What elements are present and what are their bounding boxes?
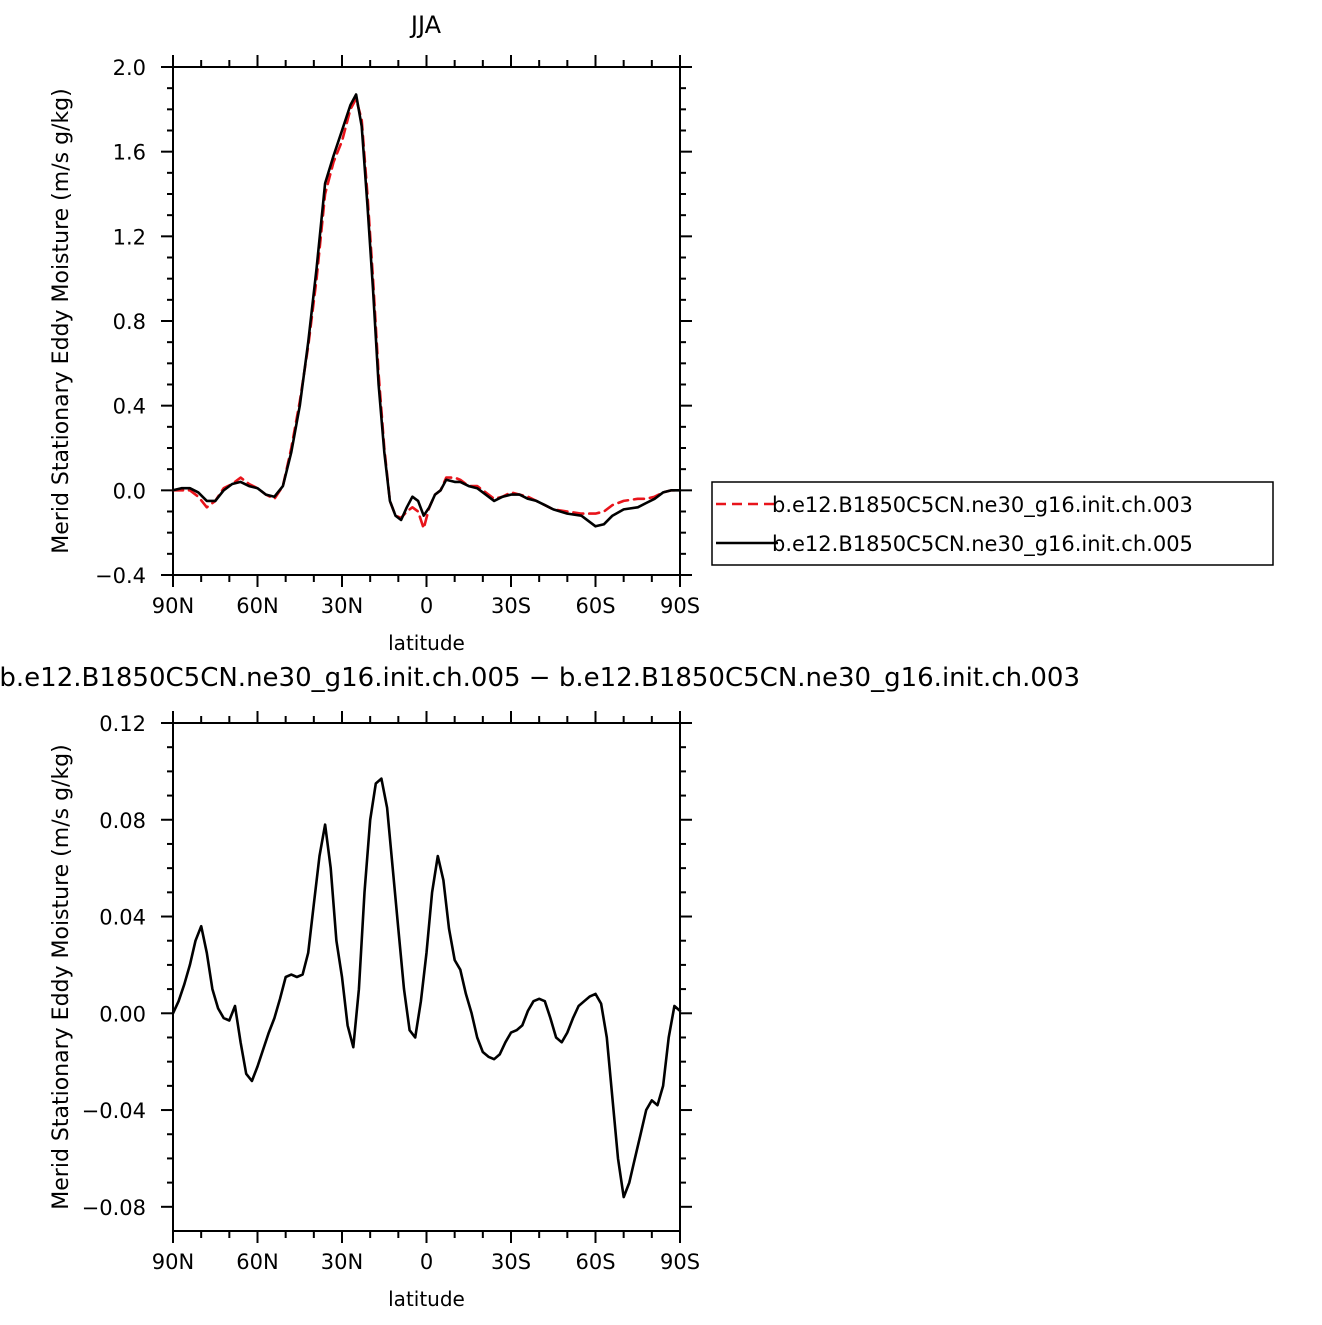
x-tick-label: 30N bbox=[321, 1250, 363, 1274]
y-tick-label: −0.08 bbox=[82, 1196, 146, 1220]
y-tick-label: 0.4 bbox=[113, 395, 146, 419]
chart-top: JJA Merid Stationary Eddy Moisture (m/s … bbox=[49, 11, 1274, 655]
chart-title: b.e12.B1850C5CN.ne30_g16.init.ch.005 − b… bbox=[0, 663, 1080, 693]
x-tick-label: 60N bbox=[236, 1250, 278, 1274]
x-tick-label: 30S bbox=[491, 1250, 531, 1274]
series-line-0 bbox=[171, 97, 682, 530]
axis-ticks: 90N 60N 30N 0 30S 60S 90S −0.4 0.0 0.4 0.8 1.2 1.6 2.… bbox=[95, 55, 700, 618]
y-tick-label: 1.2 bbox=[113, 225, 146, 249]
plot-frame bbox=[172, 66, 681, 576]
y-tick-label: 0.12 bbox=[99, 712, 146, 736]
y-tick-label: −0.04 bbox=[82, 1099, 146, 1123]
y-tick-label: 0.0 bbox=[113, 479, 146, 503]
x-tick-label: 0 bbox=[420, 1250, 433, 1274]
y-tick-label: 1.6 bbox=[113, 141, 146, 165]
x-tick-label: 90S bbox=[660, 1250, 700, 1274]
chart-bottom: b.e12.B1850C5CN.ne30_g16.init.ch.005 − b… bbox=[0, 663, 1080, 1311]
plot-frame bbox=[172, 722, 681, 1232]
x-tick-label: 90N bbox=[152, 1250, 194, 1274]
y-tick-label: 2.0 bbox=[113, 56, 146, 80]
chart-title: JJA bbox=[409, 11, 442, 39]
y-axis-label: Merid Stationary Eddy Moisture (m/s g/kg… bbox=[49, 744, 74, 1209]
x-tick-label: 30S bbox=[491, 594, 531, 618]
series-lines bbox=[171, 777, 682, 1199]
x-tick-label: 60N bbox=[236, 594, 278, 618]
x-tick-label: 90S bbox=[660, 594, 700, 618]
x-tick-label: 60S bbox=[575, 594, 615, 618]
x-tick-label: 0 bbox=[420, 594, 433, 618]
x-tick-label: 90N bbox=[152, 594, 194, 618]
x-tick-label: 60S bbox=[575, 1250, 615, 1274]
y-tick-label: 0.08 bbox=[99, 809, 146, 833]
y-tick-label: 0.00 bbox=[99, 1002, 146, 1026]
y-tick-label: −0.4 bbox=[95, 564, 146, 588]
y-tick-label: 0.8 bbox=[113, 310, 146, 334]
series-lines bbox=[171, 93, 682, 530]
legend: b.e12.B1850C5CN.ne30_g16.init.ch.003 b.e… bbox=[711, 481, 1274, 566]
x-tick-label: 30N bbox=[321, 594, 363, 618]
series-line-0 bbox=[171, 777, 682, 1199]
x-axis-label: latitude bbox=[388, 631, 465, 655]
legend-entry-005: b.e12.B1850C5CN.ne30_g16.init.ch.005 bbox=[772, 532, 1193, 557]
y-tick-label: 0.04 bbox=[99, 906, 146, 930]
series-line-1 bbox=[171, 93, 682, 528]
legend-box bbox=[711, 481, 1274, 566]
legend-entry-003: b.e12.B1850C5CN.ne30_g16.init.ch.003 bbox=[772, 493, 1193, 518]
x-axis-label: latitude bbox=[388, 1287, 465, 1311]
y-axis-label: Merid Stationary Eddy Moisture (m/s g/kg… bbox=[49, 88, 74, 553]
axis-ticks: 90N 60N 30N 0 30S 60S 90S −0.08 −0.04 0.00 0.04 0.0… bbox=[82, 711, 700, 1274]
